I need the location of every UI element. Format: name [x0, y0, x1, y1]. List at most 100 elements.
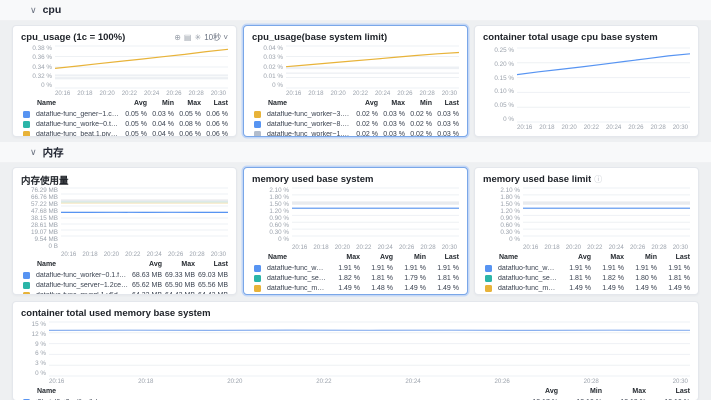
x-tick-label: 20:28: [189, 251, 205, 258]
x-tick-label: 20:30: [672, 378, 688, 385]
y-axis-ticks: 0.38 % 0.36 % 0.34 % 0.32 % 0 %: [21, 45, 55, 89]
legend-row[interactable]: datafluo-func_mysql.1.y5d.dxv63g.. 1.49 %…: [485, 283, 690, 293]
series-color-swatch: [254, 110, 261, 118]
y-tick-label: 9 %: [35, 340, 46, 348]
legend-value: 1.49 %: [404, 284, 426, 292]
y-tick-label: 0 %: [278, 236, 289, 243]
legend-value: 1.91 %: [602, 264, 624, 272]
legend-header: Name Avg Max Min Last: [485, 253, 690, 263]
panel-header: container total usage cpu base system: [483, 31, 690, 44]
legend-value: 0.06 %: [206, 130, 228, 137]
legend-row[interactable]: dataflue-func_server~1.2ce6po4un4ok..65.…: [23, 280, 228, 290]
legend-row[interactable]: dataflue-func_worker~0.1.fw400h9a0..68.6…: [23, 270, 228, 280]
y-tick-label: 1.20 %: [269, 208, 289, 215]
legend-row[interactable]: datafluo-func_worker~1.1.bkxv7z..1.46 %1…: [485, 293, 690, 296]
legend-col-label: Max: [391, 100, 405, 107]
x-axis-ticks: 20:16 20:18 20:20 20:22 20:24 20:26 20:28 20:30: [61, 250, 228, 259]
legend-row[interactable]: datafluo-func_worker~0.1.fw405n.. 1.91 % 1…: [485, 263, 690, 273]
x-tick-label: 20:20: [99, 90, 115, 97]
legend-col-label: Min: [644, 254, 657, 261]
info-icon[interactable]: ⓘ: [594, 175, 603, 184]
table-icon[interactable]: ▤: [183, 32, 192, 42]
legend-row[interactable]: dataflue-func_worker~8.1.qovl7cu.. 0.02 %…: [254, 119, 459, 129]
x-tick-label: 20:24: [375, 90, 391, 97]
chart-canvas[interactable]: [292, 187, 459, 237]
legend-row[interactable]: dataflue-func_worker~1.1.nk7cst.. 0.02 % 0…: [254, 129, 459, 137]
y-tick-label: 0.60 %: [500, 222, 520, 229]
x-tick-label: 20:28: [188, 90, 204, 97]
section-header-memory[interactable]: ∨ 内存: [0, 142, 711, 163]
chart-canvas[interactable]: [61, 187, 228, 237]
chart-canvas[interactable]: [523, 187, 690, 237]
panel-title[interactable]: container total usage cpu base system: [483, 32, 658, 43]
series-color-swatch: [254, 284, 261, 292]
legend-row[interactable]: dataflue-func_worker~3.1.olkrlmy.. 0.02 %…: [254, 109, 459, 119]
legend-series-name: datafluo-func_worker~1.1.bkxv7z..: [498, 295, 558, 296]
legend-col-label: Avg: [578, 254, 591, 261]
legend-value-cols: Avg Max Min Last: [351, 100, 459, 107]
y-axis-ticks: 2.10 % 1.80 % 1.50 % 1.20 % 0.90 % 0.60 % 0.30…: [483, 187, 523, 243]
panel-title[interactable]: 内存使用量: [21, 175, 69, 187]
y-tick-label: 0.36 %: [32, 54, 52, 62]
legend-series-name: datafluo-func_server.1.2ck6po4un..: [498, 274, 558, 282]
memory-panel-row: 内存使用量 76.29 MB 66.76 MB 57.22 MB 47.68 MB 38…: [0, 163, 711, 297]
x-tick-label: 20:22: [121, 90, 137, 97]
refresh-interval-dropdown[interactable]: 10秒 ˅: [204, 33, 228, 42]
legend-row[interactable]: dataflue-func_beat.1.pjvxsayldh.. 0.05 % 0…: [23, 129, 228, 137]
legend-value: 0.03 %: [383, 120, 405, 128]
legend-row[interactable]: dataflue-func_mysql.1.y5d.dxv03gngr..64.…: [23, 290, 228, 295]
section-header-cpu[interactable]: ∨ cpu: [0, 0, 711, 21]
panel-title[interactable]: memory used base system: [252, 174, 374, 185]
legend-rows: i2bptcl6qj2svtlkydlcboz13.17 %13.16 %13.…: [23, 397, 690, 400]
legend-series-name: dataflue-func_worke~0.tufA485t..: [36, 120, 120, 128]
legend-row[interactable]: dataflue-func_worker~0.1.fw40Ch.. 1.91 % 1…: [254, 263, 459, 273]
legend-rows: dataflue-func_worker~0.1.fw40Ch.. 1.91 % 1…: [254, 263, 459, 294]
zoom-icon[interactable]: ⊕: [174, 32, 181, 42]
legend-row[interactable]: dataflue-func_server~1.2ce6po4u.. 1.82 % 1…: [254, 273, 459, 283]
legend-col-label: Max: [346, 254, 360, 261]
legend: Name Avg Min Max Last dataflue-func_gener~1…: [21, 99, 228, 137]
legend-value: 1.91 %: [338, 264, 360, 272]
legend-value: 64.42 MB: [165, 291, 195, 295]
chart-area: 2.10 % 1.80 % 1.50 % 1.20 % 0.90 % 0.60 % 0.30…: [483, 187, 690, 243]
legend-col-label: Avg: [545, 388, 558, 395]
legend-value: 0.06 %: [206, 120, 228, 128]
panel-title[interactable]: cpu_usage (1c = 100%): [21, 32, 126, 43]
chart-canvas[interactable]: [517, 47, 690, 123]
legend-series-name: dataflue-func_server~1.2ce6po4un4ok..: [36, 281, 129, 289]
legend-value: 0.02 %: [410, 130, 432, 137]
legend-row[interactable]: dataflue-func_worker~1.1.bkxv7ze..1.46 %…: [254, 293, 459, 294]
x-tick-label: 20:22: [125, 251, 141, 258]
legend-col-label: Last: [213, 100, 228, 107]
legend-row[interactable]: dataflue-func_worke~0.tufA485t.. 0.05 % 0.…: [23, 119, 228, 129]
legend-series-name: dataflue-func_worker~1.1.nk7cst..: [267, 130, 351, 137]
x-tick-label: 20:22: [352, 90, 368, 97]
legend-row[interactable]: dataflue-func_gener~1.cckipodur.. 0.05 % 0…: [23, 109, 228, 119]
legend-value: 0.05 %: [179, 110, 201, 118]
legend-value: 1.91 %: [668, 264, 690, 272]
section-label-cpu: cpu: [42, 4, 62, 16]
y-tick-label: 0.32 %: [32, 72, 52, 80]
chart-canvas[interactable]: [55, 45, 228, 89]
x-tick-label: 20:28: [419, 90, 435, 97]
chart-canvas[interactable]: [286, 45, 459, 89]
panel-title[interactable]: cpu_usage(base system limit): [252, 32, 388, 43]
legend-row[interactable]: i2bptcl6qj2svtlkydlcboz13.17 %13.16 %13.…: [23, 397, 690, 400]
legend-value: 1.81 %: [668, 274, 690, 282]
legend-row[interactable]: datafluo-func_server.1.2ck6po4un.. 1.81 %…: [485, 273, 690, 283]
panel-title[interactable]: container total used memory base system: [21, 308, 211, 319]
panel-title[interactable]: memory used base limit: [483, 174, 592, 185]
settings-icon[interactable]: ✳: [194, 32, 202, 42]
y-tick-label: 0.05 %: [494, 102, 514, 110]
legend-value: 0.03 %: [437, 110, 459, 118]
legend-row[interactable]: dataflue-func_mysql.1.y5d.dxv03g.. 1.49 %…: [254, 283, 459, 293]
legend-value: 65.62 MB: [132, 281, 162, 289]
legend-value: 1.49 %: [569, 284, 591, 292]
series-color-swatch: [254, 274, 261, 282]
series-color-swatch: [23, 281, 30, 289]
legend-value: 1.91 %: [635, 264, 657, 272]
y-tick-label: 0 %: [41, 82, 52, 89]
chart-canvas[interactable]: [49, 321, 690, 377]
y-tick-label: 1.50 %: [269, 201, 289, 208]
legend-value: 13.16 %: [558, 399, 602, 400]
